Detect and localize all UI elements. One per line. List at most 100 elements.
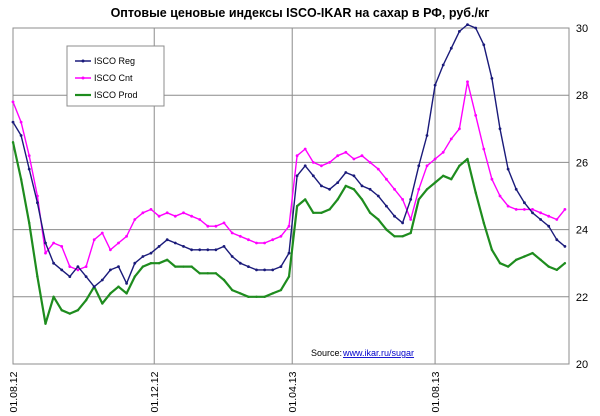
data-point bbox=[425, 188, 429, 191]
data-point bbox=[52, 295, 55, 298]
data-point bbox=[360, 154, 364, 158]
data-point bbox=[27, 167, 31, 171]
data-point bbox=[263, 241, 266, 245]
data-point bbox=[182, 265, 185, 268]
data-point bbox=[433, 181, 437, 184]
data-point bbox=[360, 184, 364, 188]
data-point bbox=[514, 187, 518, 191]
data-point bbox=[441, 63, 445, 67]
data-point bbox=[255, 295, 258, 298]
data-point bbox=[336, 198, 339, 201]
data-point bbox=[230, 255, 234, 258]
data-point bbox=[255, 241, 258, 245]
data-point bbox=[117, 241, 120, 245]
data-point bbox=[125, 234, 128, 238]
data-point bbox=[190, 265, 193, 268]
data-point bbox=[311, 161, 315, 164]
data-point bbox=[44, 251, 47, 255]
source-link[interactable]: www.ikar.ru/sugar bbox=[342, 348, 414, 358]
data-point bbox=[547, 224, 551, 228]
data-point bbox=[133, 218, 137, 221]
source-note: Source: www.ikar.ru/sugar bbox=[311, 348, 414, 358]
data-point bbox=[222, 221, 226, 225]
data-point bbox=[28, 221, 31, 225]
data-point bbox=[498, 262, 502, 265]
data-point bbox=[263, 295, 266, 298]
source-label: Source: bbox=[311, 348, 342, 358]
data-point bbox=[206, 272, 209, 275]
data-point bbox=[214, 224, 218, 228]
data-point bbox=[336, 181, 340, 185]
data-point bbox=[328, 161, 331, 164]
data-point bbox=[482, 147, 486, 151]
data-point bbox=[44, 322, 47, 325]
data-point bbox=[222, 245, 226, 248]
data-point bbox=[11, 120, 15, 124]
data-point bbox=[474, 114, 478, 117]
data-point bbox=[109, 248, 112, 252]
data-point bbox=[506, 265, 510, 268]
y-tick-label: 20 bbox=[576, 359, 588, 371]
data-point bbox=[368, 161, 372, 164]
data-point bbox=[563, 262, 567, 265]
data-point bbox=[52, 241, 55, 245]
data-point bbox=[474, 191, 477, 194]
data-point bbox=[368, 187, 372, 191]
legend-label: ISCO Cnt bbox=[94, 73, 133, 83]
data-point bbox=[222, 278, 226, 282]
data-point bbox=[295, 204, 299, 208]
series-isco-reg bbox=[11, 23, 567, 289]
data-point bbox=[60, 309, 63, 312]
data-point bbox=[449, 46, 453, 50]
data-point bbox=[417, 198, 420, 201]
data-point bbox=[198, 218, 202, 221]
data-point bbox=[141, 265, 145, 268]
data-point bbox=[401, 235, 404, 238]
data-point bbox=[287, 251, 291, 255]
data-point bbox=[498, 127, 502, 131]
data-point bbox=[547, 265, 550, 268]
data-point bbox=[52, 261, 55, 265]
data-point bbox=[247, 295, 250, 298]
chart-title: Оптовые ценовые индексы ISCO-IKAR на сах… bbox=[111, 6, 490, 20]
data-point bbox=[466, 80, 469, 84]
data-point bbox=[92, 285, 96, 289]
data-point bbox=[304, 198, 307, 201]
legend-label: ISCO Prod bbox=[94, 90, 138, 100]
data-point bbox=[458, 30, 461, 33]
data-point bbox=[498, 194, 502, 198]
data-point bbox=[287, 224, 291, 228]
data-point bbox=[165, 238, 169, 242]
data-point bbox=[101, 302, 104, 305]
data-point bbox=[149, 208, 153, 211]
data-point bbox=[555, 268, 558, 272]
data-point bbox=[328, 187, 331, 191]
data-point bbox=[157, 245, 161, 248]
data-point bbox=[523, 208, 526, 211]
y-tick-label: 26 bbox=[576, 157, 588, 169]
data-point bbox=[344, 171, 348, 174]
data-point bbox=[360, 198, 364, 201]
data-point bbox=[449, 137, 453, 141]
data-point bbox=[11, 141, 15, 144]
data-point bbox=[36, 194, 39, 198]
data-point bbox=[295, 174, 299, 178]
data-point bbox=[157, 214, 161, 218]
data-point bbox=[174, 265, 177, 268]
x-axis: 01.08.12 01.12.12 01.04.13 01.08.13 bbox=[8, 371, 442, 412]
data-point bbox=[506, 167, 510, 171]
data-point bbox=[190, 214, 194, 218]
data-point bbox=[125, 292, 128, 295]
data-point bbox=[515, 258, 518, 261]
y-axis: 20 22 24 26 28 30 bbox=[576, 23, 588, 371]
data-point bbox=[393, 214, 396, 218]
data-point bbox=[76, 309, 80, 312]
data-point bbox=[206, 248, 210, 252]
legend-marker bbox=[81, 59, 85, 63]
data-point bbox=[506, 204, 510, 208]
data-point bbox=[68, 275, 72, 278]
data-point bbox=[279, 234, 283, 238]
data-point bbox=[401, 221, 404, 225]
data-point bbox=[425, 164, 429, 168]
